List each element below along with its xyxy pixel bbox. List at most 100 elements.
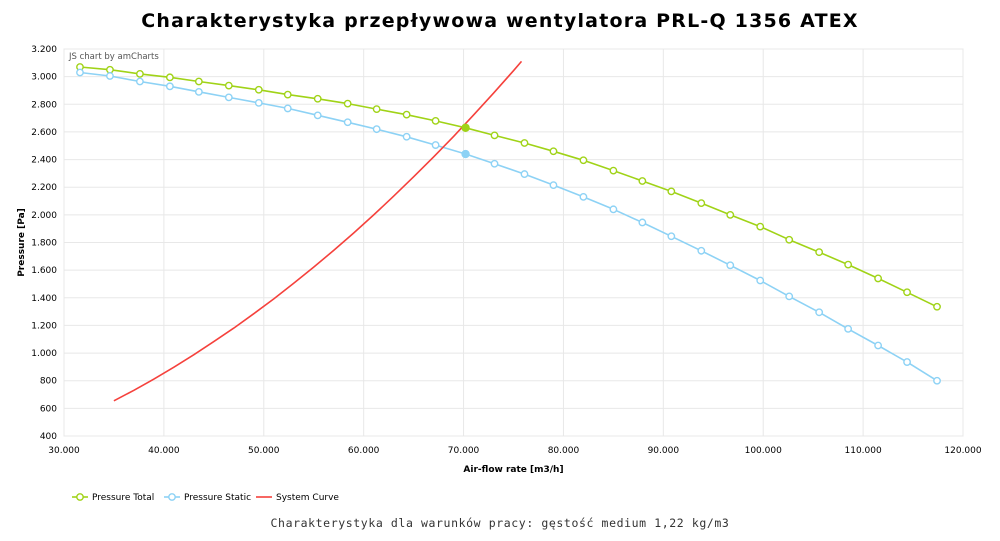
chart-credit[interactable]: JS chart by amCharts: [68, 52, 159, 62]
data-point[interactable]: [431, 116, 440, 125]
legend-item[interactable]: System Curve: [256, 493, 339, 503]
y-tick-label: 2.200: [31, 183, 57, 193]
data-point[interactable]: [697, 199, 706, 208]
y-tick-label: 800: [40, 377, 57, 387]
data-point[interactable]: [844, 324, 853, 333]
data-point[interactable]: [520, 170, 529, 178]
data-point[interactable]: [609, 205, 618, 214]
legend-swatch-marker: [168, 493, 176, 501]
plot-area: [76, 60, 941, 402]
data-point[interactable]: [402, 132, 411, 141]
data-point[interactable]: [372, 105, 381, 114]
y-tick-label: 3.000: [31, 73, 57, 83]
axes: 400 600 800 1.000 1.200 1.400 1.600 1.800 2.000 2…: [17, 45, 982, 475]
data-point[interactable]: [697, 246, 706, 255]
x-tick-label: 120.000: [944, 446, 981, 456]
data-point[interactable]: [549, 181, 558, 190]
data-point[interactable]: [136, 69, 144, 78]
x-tick-label: 90.000: [648, 446, 680, 456]
data-point[interactable]: [756, 222, 765, 231]
x-tick-label: 100.000: [745, 446, 782, 456]
data-point[interactable]: [667, 187, 676, 196]
data-point[interactable]: [165, 82, 174, 91]
y-tick-label: 600: [40, 404, 57, 414]
y-tick-label: 400: [40, 432, 57, 442]
data-point[interactable]: [579, 192, 588, 201]
data-point[interactable]: [283, 104, 292, 113]
series-line-pressure-static[interactable]: [79, 71, 938, 382]
data-point[interactable]: [815, 248, 824, 257]
data-point[interactable]: [194, 87, 203, 96]
data-point[interactable]: [343, 99, 352, 108]
legend-label: Pressure Total: [92, 493, 154, 503]
data-point[interactable]: [933, 376, 941, 385]
x-axis-title: Air-flow rate [m3/h]: [463, 465, 563, 475]
data-point[interactable]: [726, 261, 735, 270]
chart-title: Charakterystyka przepływowa wentylatora …: [141, 10, 859, 32]
data-point[interactable]: [549, 147, 558, 156]
data-point[interactable]: [756, 276, 765, 285]
data-point[interactable]: [343, 118, 352, 127]
data-point[interactable]: [579, 156, 588, 165]
y-tick-label: 1.400: [31, 294, 57, 304]
y-tick-label: 3.200: [31, 45, 57, 55]
data-point[interactable]: [874, 274, 882, 283]
data-point[interactable]: [313, 111, 322, 120]
data-point[interactable]: [402, 110, 411, 119]
data-point[interactable]: [431, 141, 440, 149]
data-point[interactable]: [815, 308, 824, 317]
data-point[interactable]: [903, 358, 911, 366]
x-tick-label: 50.000: [248, 446, 280, 456]
x-tick-label: 70.000: [448, 446, 480, 456]
legend-swatch-marker: [76, 493, 84, 501]
chart-subtitle: Charakterystyka dla warunków pracy: gęst…: [270, 516, 730, 530]
data-point[interactable]: [903, 288, 911, 297]
data-point[interactable]: [844, 260, 853, 269]
y-tick-label: 1.000: [31, 349, 57, 359]
data-point[interactable]: [638, 218, 647, 227]
y-axis-title: Pressure [Pa]: [17, 208, 27, 277]
data-point[interactable]: [106, 72, 114, 80]
data-point[interactable]: [520, 139, 529, 147]
data-point[interactable]: [254, 99, 263, 107]
series-line-pressure-total[interactable]: [79, 66, 938, 308]
data-point[interactable]: [76, 68, 84, 77]
y-tick-label: 1.600: [31, 266, 57, 276]
data-point[interactable]: [106, 65, 114, 74]
legend-label: System Curve: [276, 493, 339, 503]
y-tick-label: 1.200: [31, 321, 57, 331]
x-tick-label: 30.000: [48, 446, 80, 456]
legend-label: Pressure Static: [184, 493, 251, 503]
data-point[interactable]: [372, 125, 381, 134]
data-point[interactable]: [785, 292, 794, 301]
data-point[interactable]: [224, 93, 233, 102]
data-point[interactable]: [638, 177, 647, 185]
data-point[interactable]: [283, 90, 292, 99]
grid: [63, 48, 964, 437]
operating-point[interactable]: [461, 149, 470, 159]
data-point[interactable]: [726, 210, 735, 219]
data-point[interactable]: [667, 232, 676, 241]
data-point[interactable]: [313, 94, 322, 103]
data-point[interactable]: [933, 302, 941, 311]
x-tick-label: 80.000: [548, 446, 580, 456]
data-point[interactable]: [490, 159, 499, 168]
operating-point[interactable]: [461, 123, 470, 132]
y-tick-label: 2.800: [31, 100, 57, 110]
data-point[interactable]: [224, 81, 233, 90]
y-tick-label: 2.600: [31, 128, 57, 138]
data-point[interactable]: [165, 73, 174, 82]
data-point[interactable]: [194, 77, 203, 86]
data-point[interactable]: [136, 77, 144, 86]
data-point[interactable]: [609, 166, 618, 175]
legend-item[interactable]: Pressure Static: [164, 493, 251, 503]
data-point[interactable]: [490, 131, 499, 140]
x-tick-label: 40.000: [148, 446, 180, 456]
data-point[interactable]: [874, 341, 882, 350]
data-point[interactable]: [254, 85, 263, 94]
data-point[interactable]: [785, 235, 794, 244]
y-tick-label: 2.400: [31, 156, 57, 166]
x-tick-label: 60.000: [348, 446, 380, 456]
legend-item[interactable]: Pressure Total: [72, 493, 154, 503]
